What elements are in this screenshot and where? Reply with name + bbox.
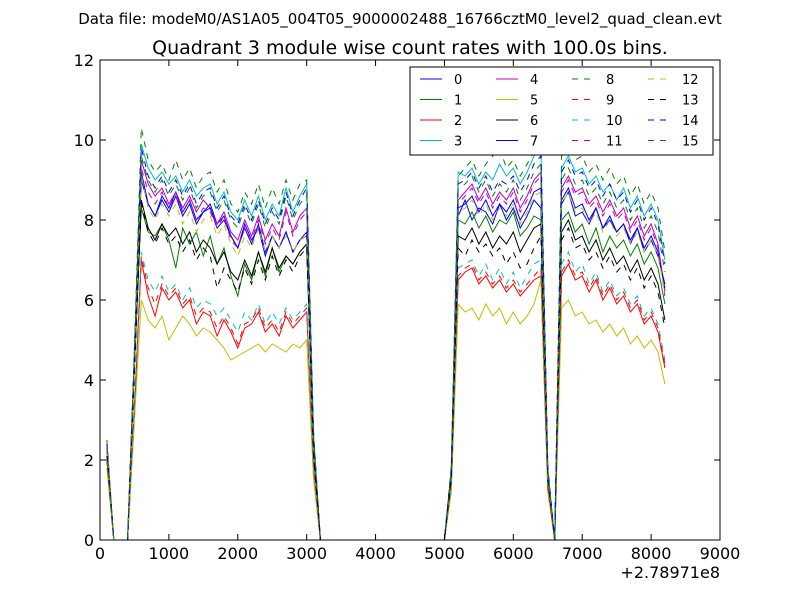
legend-label-4: 4: [530, 73, 538, 88]
y-tick-label: 2: [84, 451, 94, 470]
legend-label-5: 5: [530, 94, 538, 109]
legend-label-0: 0: [454, 73, 462, 88]
x-tick-label: 2000: [217, 544, 258, 563]
legend-label-11: 11: [606, 135, 623, 150]
legend-box: [409, 66, 714, 156]
legend-label-3: 3: [454, 135, 462, 150]
y-tick-label: 0: [84, 531, 94, 550]
legend-label-7: 7: [530, 135, 538, 150]
y-tick-label: 10: [74, 131, 94, 150]
x-tick-label: 6000: [493, 544, 534, 563]
x-tick-label: 3000: [286, 544, 327, 563]
legend-label-10: 10: [606, 114, 623, 129]
tick-layer: 0 1000 2000 3000 4000 5000 6000 7000 8000 9000 0 2 4…: [74, 51, 741, 563]
legend-label-14: 14: [682, 114, 699, 129]
x-offset-label: +2.78971e8: [620, 563, 720, 582]
legend-label-12: 12: [682, 73, 699, 88]
x-tick-label: 5000: [424, 544, 465, 563]
legend-label-8: 8: [606, 73, 614, 88]
y-tick-label: 12: [74, 51, 94, 70]
chart-title: Quadrant 3 module wise count rates with …: [152, 37, 668, 59]
x-tick-label: 8000: [631, 544, 672, 563]
x-tick-label: 1000: [149, 544, 190, 563]
x-tick-label: 7000: [562, 544, 603, 563]
series-line-11: [106, 167, 666, 541]
legend-label-13: 13: [682, 94, 699, 109]
x-tick-label: 4000: [355, 544, 396, 563]
x-tick-label: 9000: [700, 544, 741, 563]
y-tick-label: 6: [84, 291, 94, 310]
legend-label-6: 6: [530, 114, 538, 129]
legend-label-15: 15: [682, 135, 699, 150]
legend-label-9: 9: [606, 94, 614, 109]
series-line-13: [106, 203, 666, 541]
legend-label-1: 1: [454, 94, 462, 109]
legend-label-2: 2: [454, 114, 462, 129]
x-tick-label: 0: [95, 544, 105, 563]
y-tick-label: 8: [84, 211, 94, 230]
figure-suptitle: Data file: modeM0/AS1A05_004T05_90000024…: [78, 10, 722, 29]
y-tick-label: 4: [84, 371, 94, 390]
plot-frame: [99, 59, 721, 541]
